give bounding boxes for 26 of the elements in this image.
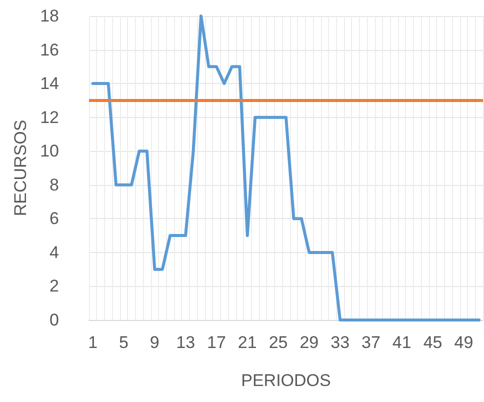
line-series — [91, 14, 481, 322]
x-tick-label: 33 — [330, 333, 350, 352]
y-tick-label: 12 — [40, 108, 59, 127]
x-tick-label: 29 — [300, 333, 319, 352]
x-tick-label: 21 — [238, 333, 257, 352]
x-tick-label: 17 — [207, 333, 226, 352]
y-tick-label: 6 — [50, 209, 59, 228]
x-tick-label: 49 — [454, 333, 474, 352]
x-tick-label: 1 — [88, 333, 98, 352]
y-tick-label: 2 — [50, 276, 59, 296]
x-axis-title: PERIODOS — [241, 371, 331, 390]
y-tick-label: 4 — [50, 242, 59, 262]
y-tick-label: 16 — [40, 40, 59, 60]
x-tick-label: 45 — [423, 333, 442, 352]
x-tick-label: 5 — [119, 333, 128, 352]
y-axis-title: RECURSOS — [11, 120, 30, 216]
x-tick-label: 13 — [176, 333, 196, 352]
y-tick-label: 18 — [40, 6, 59, 26]
x-tick-label: 41 — [392, 333, 412, 352]
y-tick-label: 0 — [50, 310, 59, 330]
y-tick-label: 8 — [50, 175, 59, 194]
x-tick-label: 9 — [150, 333, 160, 352]
x-tick-label: 25 — [268, 333, 288, 352]
y-tick-label: 14 — [40, 74, 59, 94]
y-tick-label: 10 — [40, 142, 59, 161]
x-tick-label: 37 — [362, 333, 380, 352]
